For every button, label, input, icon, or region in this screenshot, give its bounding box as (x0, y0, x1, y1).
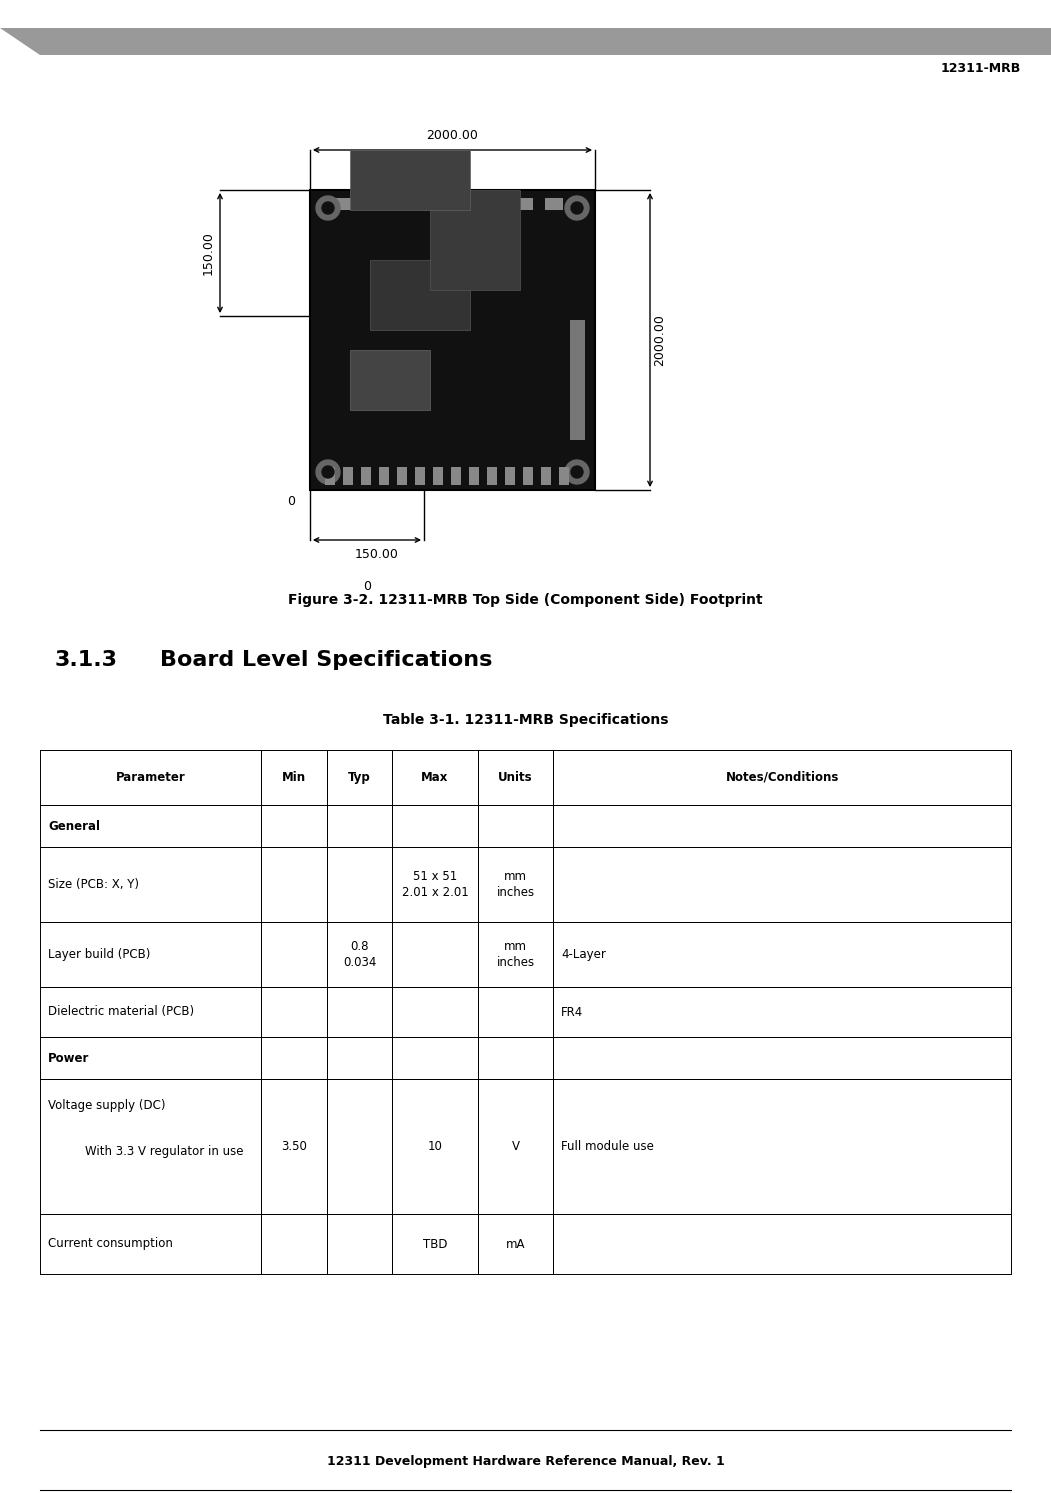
Text: Units: Units (498, 770, 533, 784)
Text: Max: Max (421, 770, 449, 784)
Text: Full module use: Full module use (561, 1141, 654, 1153)
Text: Dielectric material (PCB): Dielectric material (PCB) (48, 1005, 194, 1018)
Circle shape (322, 466, 334, 478)
Bar (451, 467, 461, 485)
Text: Board Level Specifications: Board Level Specifications (160, 649, 492, 670)
Text: FR4: FR4 (561, 1005, 583, 1018)
Text: 3.50: 3.50 (281, 1141, 307, 1153)
Bar (379, 467, 389, 485)
Bar (397, 467, 407, 485)
Text: Figure 3-2. 12311-MRB Top Side (Component Side) Footprint: Figure 3-2. 12311-MRB Top Side (Componen… (288, 593, 763, 608)
Text: TBD: TBD (423, 1238, 447, 1251)
Text: Voltage supply (DC): Voltage supply (DC) (48, 1099, 165, 1112)
Bar (310, 190, 595, 490)
Bar (350, 349, 430, 411)
Text: 0: 0 (287, 496, 295, 508)
Text: 0.8
0.034: 0.8 0.034 (343, 939, 376, 969)
Bar (559, 467, 569, 485)
Text: With 3.3 V regulator in use: With 3.3 V regulator in use (85, 1145, 244, 1159)
Text: Size (PCB: X, Y): Size (PCB: X, Y) (48, 878, 139, 891)
Bar (469, 467, 479, 485)
Text: 150.00: 150.00 (355, 548, 399, 561)
Text: 51 x 51
2.01 x 2.01: 51 x 51 2.01 x 2.01 (401, 869, 469, 899)
Bar (395, 199, 413, 211)
Text: 4-Layer: 4-Layer (561, 948, 606, 961)
Bar (350, 149, 470, 211)
Bar (425, 199, 444, 211)
Text: 0: 0 (363, 579, 371, 593)
Text: Current consumption: Current consumption (48, 1238, 172, 1251)
Bar (504, 467, 515, 485)
Circle shape (565, 460, 589, 484)
Bar (545, 199, 563, 211)
Text: Layer build (PCB): Layer build (PCB) (48, 948, 150, 961)
Text: 150.00: 150.00 (202, 231, 214, 275)
Text: Notes/Conditions: Notes/Conditions (725, 770, 839, 784)
Bar (487, 467, 497, 485)
Circle shape (316, 196, 341, 219)
Circle shape (571, 466, 583, 478)
Circle shape (316, 460, 341, 484)
Text: 12311 Development Hardware Reference Manual, Rev. 1: 12311 Development Hardware Reference Man… (327, 1456, 724, 1468)
Text: 10: 10 (428, 1141, 442, 1153)
Bar (360, 467, 371, 485)
Bar (455, 199, 473, 211)
Bar (335, 199, 353, 211)
Bar (433, 467, 444, 485)
Bar (365, 199, 383, 211)
Text: 2000.00: 2000.00 (427, 128, 478, 142)
Text: 3.1.3: 3.1.3 (55, 649, 118, 670)
Text: 12311-MRB: 12311-MRB (941, 61, 1021, 75)
Bar (570, 320, 585, 440)
Text: General: General (48, 820, 100, 833)
Circle shape (322, 202, 334, 213)
Bar (515, 199, 533, 211)
Text: Power: Power (48, 1051, 89, 1065)
Text: mm
inches: mm inches (496, 869, 535, 899)
Text: mA: mA (506, 1238, 526, 1251)
Circle shape (565, 196, 589, 219)
Bar (523, 467, 533, 485)
Bar (541, 467, 551, 485)
Bar (325, 467, 335, 485)
Bar (370, 260, 470, 330)
Text: Parameter: Parameter (116, 770, 186, 784)
Bar (485, 199, 503, 211)
Bar (430, 190, 520, 290)
Text: Table 3-1. 12311-MRB Specifications: Table 3-1. 12311-MRB Specifications (383, 714, 668, 727)
Text: Typ: Typ (348, 770, 371, 784)
Bar (415, 467, 425, 485)
Text: 2000.00: 2000.00 (654, 314, 666, 366)
Bar (343, 467, 353, 485)
Text: Min: Min (282, 770, 306, 784)
Circle shape (571, 202, 583, 213)
Polygon shape (0, 28, 1051, 55)
Text: V: V (512, 1141, 519, 1153)
Text: mm
inches: mm inches (496, 939, 535, 969)
